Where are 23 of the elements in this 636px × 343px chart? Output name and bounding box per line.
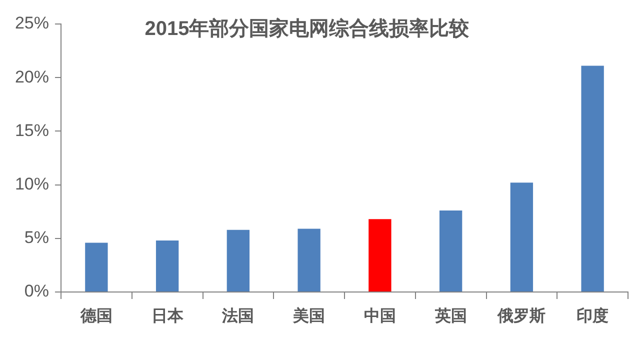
bar [156, 240, 179, 292]
bar [510, 182, 534, 292]
bar [439, 210, 462, 292]
x-tick-label: 印度 [576, 306, 609, 326]
y-tick-label: 5% [24, 228, 49, 248]
x-tick-label: 美国 [292, 306, 326, 326]
x-tick-label: 中国 [364, 307, 396, 326]
bar [368, 219, 392, 292]
bar [581, 66, 604, 292]
y-tick-label: 10% [14, 174, 49, 194]
x-tick-label: 法国 [221, 307, 254, 326]
x-tick-label: 日本 [151, 307, 184, 326]
bar [226, 230, 250, 292]
x-tick-label: 英国 [434, 307, 467, 326]
x-tick-label: 俄罗斯 [496, 307, 546, 326]
bar [85, 242, 108, 292]
x-tick-label: 德国 [79, 307, 112, 326]
y-tick-label: 15% [14, 120, 49, 140]
chart-title: 2015年部分国家电网综合线损率比较 [144, 18, 470, 40]
y-tick-label: 0% [24, 282, 49, 301]
bar [298, 228, 320, 292]
y-tick-label: 25% [14, 14, 49, 33]
y-tick-label: 20% [14, 67, 49, 86]
